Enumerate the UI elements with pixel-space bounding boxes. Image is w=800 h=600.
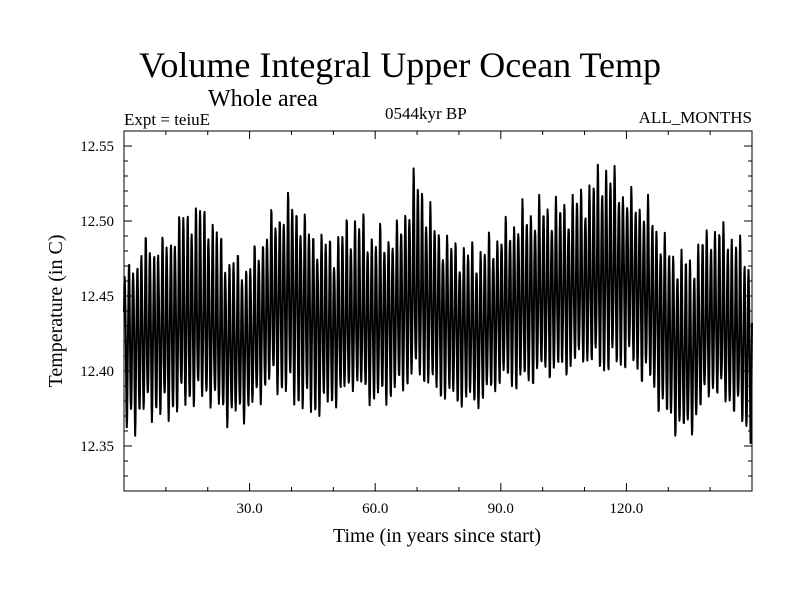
series-line <box>123 163 753 445</box>
period-label: 0544kyr BP <box>385 104 467 123</box>
x-tick-label: 30.0 <box>236 501 262 517</box>
chart-title: Volume Integral Upper Ocean Temp <box>139 45 661 85</box>
y-axis: 12.35 12.40 12.45 12.50 12.55 <box>80 130 752 477</box>
x-tick-label: 60.0 <box>362 501 388 517</box>
x-tick-label: 90.0 <box>488 501 514 517</box>
experiment-label: Expt = teiuE <box>124 110 211 129</box>
y-tick-label: 12.40 <box>80 364 114 380</box>
x-axis: 30.0 60.0 90.0 120.0 <box>165 131 711 517</box>
chart-subtitle: Whole area <box>208 86 318 112</box>
y-tick-label: 12.50 <box>80 214 114 230</box>
x-tick-label: 120.0 <box>610 501 644 517</box>
x-axis-label: Time (in years since start) <box>333 525 541 547</box>
y-tick-label: 12.35 <box>80 439 114 455</box>
y-axis-label: Temperature (in C) <box>45 235 67 388</box>
y-tick-label: 12.55 <box>80 139 114 155</box>
y-tick-label: 12.45 <box>80 289 114 305</box>
months-label: ALL_MONTHS <box>638 108 752 127</box>
